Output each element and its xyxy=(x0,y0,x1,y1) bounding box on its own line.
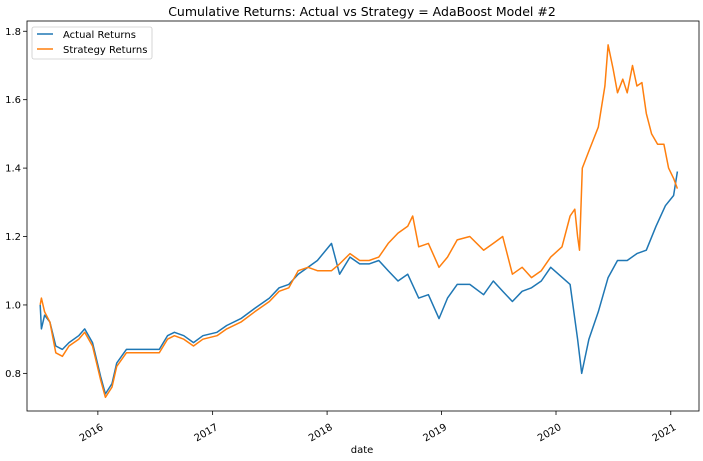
y-tick-label: 1.2 xyxy=(5,232,21,243)
plot-area xyxy=(26,20,700,412)
y-axis: 0.8 1.0 1.2 1.4 1.6 1.8 xyxy=(5,27,27,380)
y-tick-label: 1.0 xyxy=(5,300,21,311)
legend-box xyxy=(31,26,153,60)
legend-label-strategy-returns: Strategy Returns xyxy=(63,45,147,56)
series-line-actual-returns xyxy=(39,171,679,395)
y-tick-label: 1.4 xyxy=(5,164,21,175)
legend: Actual Returns Strategy Returns xyxy=(31,26,153,60)
plot-frame xyxy=(26,20,700,412)
y-tick-label: 1.8 xyxy=(5,27,21,38)
x-axis-label: date xyxy=(351,445,374,456)
y-tick-label: 0.8 xyxy=(5,369,21,380)
chart-title: Cumulative Returns: Actual vs Strategy =… xyxy=(168,4,556,19)
series-line-strategy-returns xyxy=(39,44,679,399)
series-layer xyxy=(39,44,679,399)
y-tick-label: 1.6 xyxy=(5,95,21,106)
legend-label-actual-returns: Actual Returns xyxy=(63,30,136,41)
